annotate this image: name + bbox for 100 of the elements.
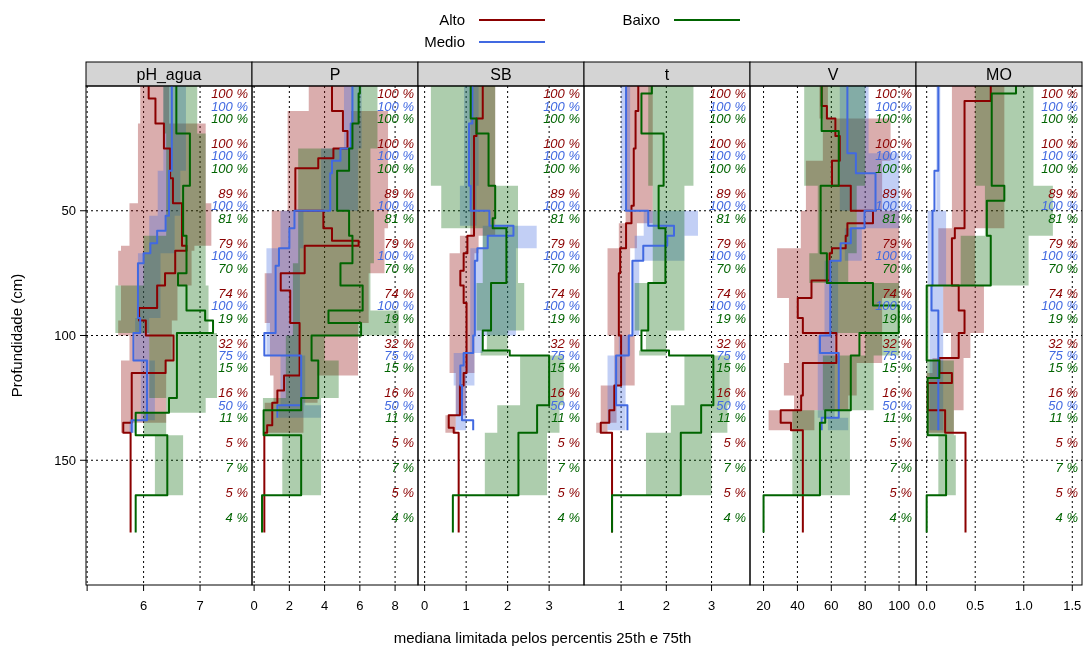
annotation: 74 % [716,285,746,301]
x-tick-label: 1.5 [1063,597,1082,613]
legend-label: Medio [424,33,465,51]
chart-title: SB [490,65,512,83]
annotation: 4 % [557,510,580,526]
x-tick-label: 3 [545,597,553,613]
x-tick-label: 1.0 [1014,597,1033,613]
chart-title: t [664,65,670,83]
annotation: 79 % [218,235,248,251]
annotation: 5 % [723,485,746,501]
annotation: 89 % [1048,185,1078,201]
chart-title: V [827,65,839,83]
annotation: 7 % [225,460,248,476]
annotation: 74 % [882,285,912,301]
annotation: 5 % [1055,485,1078,501]
annotation: 16 % [716,385,746,401]
annotation: 89 % [384,185,414,201]
annotation: 11 % [717,410,746,426]
legend-label: Baixo [622,11,660,29]
x-tick-label: 100 [888,597,910,613]
annotation: 5 % [557,435,580,451]
x-tick-label: 0 [421,597,429,613]
annotation: 4 % [225,510,248,526]
annotation: 11 % [1049,410,1078,426]
x-tick-label: 3 [707,597,716,613]
x-tick-label: 0 [250,597,258,613]
x-tick-label: 0.5 [966,597,985,613]
annotation: 11 % [883,410,912,426]
annotation: 81 % [1048,210,1078,226]
annotation: 79 % [882,235,912,251]
annotation: 74 % [1048,285,1078,301]
annotation: 32 % [1048,335,1078,351]
annotation: 74 % [384,285,414,301]
annotation: 79 % [716,235,746,251]
annotation: 5 % [225,485,248,501]
annotation: 5 % [391,435,414,451]
annotation: 4 % [723,510,746,526]
annotation: 79 % [1048,235,1078,251]
annotation: 79 % [384,235,414,251]
annotation: 100 % [709,135,746,151]
x-tick-label: 2 [504,597,512,613]
x-tick-label: 1 [617,597,625,613]
y-axis-title: Profundidade (cm) [8,273,25,398]
annotation: 5 % [723,435,746,451]
x-tick-label: 60 [824,597,839,613]
x-tick-label: 1 [462,597,470,613]
annotation: 89 % [716,185,746,201]
annotation: 74 % [218,285,248,301]
chart-title: pH_agua [136,65,202,84]
x-tick-label: 40 [790,597,805,613]
x-tick-label: 0.0 [917,597,936,613]
x-axis-title: mediana limitada pelos percentis 25th e 75th [393,629,692,646]
chart-title: P [329,65,341,83]
annotation: 100 % [543,135,580,151]
annotation: 32 % [218,335,248,351]
annotation: 19 % [882,310,912,326]
annotation: 7 % [723,460,746,476]
annotation: 5 % [889,435,912,451]
annotation: 32 % [716,335,746,351]
annotation: 89 % [218,185,248,201]
y-tick-label: 150 [54,452,76,468]
y-tick-label: 100 [54,328,76,344]
annotation: 100 % [875,135,912,151]
annotation: 11 % [551,410,580,426]
annotation: 7 % [889,460,912,476]
annotation: 5 % [391,485,414,501]
annotation: 16 % [550,385,580,401]
annotation: 100 % [377,135,414,151]
annotation: 4 % [1055,510,1078,526]
annotation: 89 % [882,185,912,201]
x-tick-label: 2 [662,597,670,613]
x-tick-label: 8 [391,597,399,613]
x-tick-label: 6 [356,597,364,613]
annotation: 32 % [550,335,580,351]
annotation: 32 % [882,335,912,351]
x-tick-label: 6 [139,597,148,613]
annotation: 89 % [550,185,580,201]
annotation: 5 % [225,435,248,451]
x-tick-label: 20 [756,597,771,613]
annotation: 11 % [385,410,414,426]
annotation: 74 % [550,285,580,301]
annotation: 100 % [1041,135,1078,151]
annotation: 5 % [557,485,580,501]
annotation: 11 % [219,410,248,426]
annotation: 5 % [1055,435,1078,451]
annotation: 7 % [1055,460,1078,476]
annotation: 5 % [889,485,912,501]
annotation: 79 % [550,235,580,251]
annotation: 4 % [391,510,414,526]
x-tick-label: 7 [196,597,204,613]
annotation: 32 % [384,335,414,351]
y-tick-label: 50 [61,203,76,219]
annotation: 100 % [211,135,248,151]
x-tick-label: 4 [320,597,329,613]
annotation: 4 % [889,510,912,526]
annotation: 7 % [557,460,580,476]
annotation: 81 % [882,210,912,226]
x-tick-label: 2 [285,597,293,613]
x-tick-label: 80 [857,597,873,613]
chart-title: MO [986,65,1012,83]
